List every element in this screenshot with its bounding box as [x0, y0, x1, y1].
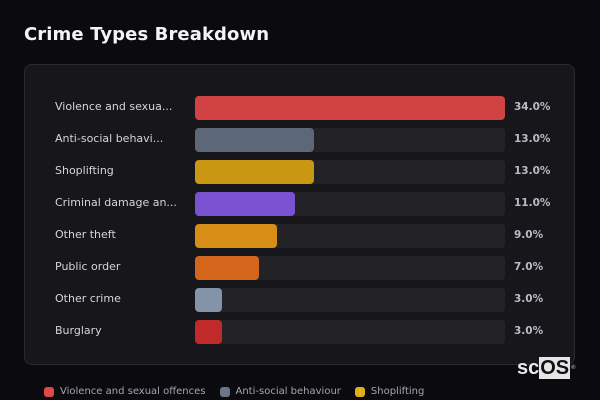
bar-label: Shoplifting — [55, 164, 114, 177]
bar-value: 3.0% — [514, 293, 544, 305]
bar-fill — [195, 256, 259, 280]
bar-row: Public order 7.0% — [25, 256, 574, 280]
bar-fill — [195, 288, 223, 312]
bar-value: 9.0% — [514, 229, 544, 241]
bar-label: Criminal damage an... — [55, 196, 177, 209]
legend-label: Shoplifting — [370, 386, 425, 397]
bar-value: 34.0% — [514, 101, 551, 113]
bar-row: Shoplifting 13.0% — [25, 160, 574, 184]
legend-label: Violence and sexual offences — [60, 386, 206, 397]
chart-title: Crime Types Breakdown — [24, 24, 270, 45]
chart-panel: Violence and sexua... 34.0% Anti-social be… — [24, 64, 575, 365]
bar-row: Violence and sexua... 34.0% — [25, 96, 574, 120]
bar-label: Anti-social behavi... — [55, 132, 164, 145]
bar-row: Burglary 3.0% — [25, 320, 574, 344]
bar-track — [195, 288, 505, 312]
legend-label: Anti-social behaviour — [235, 386, 341, 397]
bar-fill — [195, 224, 278, 248]
bar-value: 7.0% — [514, 261, 544, 273]
legend-item[interactable]: Anti-social behaviour — [219, 386, 341, 397]
bar-label: Violence and sexua... — [55, 100, 173, 113]
bar-track — [195, 160, 505, 184]
bar-track — [195, 192, 505, 216]
bar-track — [195, 224, 505, 248]
bar-label: Public order — [55, 260, 121, 273]
legend-swatch — [44, 386, 54, 397]
bar-fill — [195, 160, 314, 184]
legend-item[interactable]: Violence and sexual offences — [44, 386, 206, 397]
bar-track — [195, 96, 505, 120]
bar-value: 3.0% — [514, 325, 544, 337]
legend-swatch — [219, 386, 230, 397]
bar-value: 11.0% — [514, 197, 551, 209]
scos-logo: scOS ® — [517, 357, 576, 379]
bar-fill — [195, 128, 314, 152]
bar-row: Criminal damage an... 11.0% — [25, 192, 574, 216]
bar-track — [195, 128, 505, 152]
bar-fill — [195, 192, 296, 216]
bar-track — [195, 256, 505, 280]
bar-fill — [195, 320, 223, 344]
bar-fill — [195, 96, 505, 120]
bar-row: Other theft 9.0% — [25, 224, 574, 248]
legend-item[interactable]: Shoplifting — [354, 386, 425, 397]
logo-highlight: OS — [539, 357, 571, 379]
bar-value: 13.0% — [514, 133, 551, 145]
legend-swatch — [354, 386, 365, 397]
bar-label: Burglary — [55, 324, 102, 337]
registered-mark: ® — [571, 365, 576, 371]
logo-prefix: sc — [517, 357, 540, 379]
bar-row: Other crime 3.0% — [25, 288, 574, 312]
chart-legend: Violence and sexual offences Anti-social … — [44, 386, 424, 397]
bar-label: Other crime — [55, 292, 121, 305]
bar-label: Other theft — [55, 228, 116, 241]
bar-row: Anti-social behavi... 13.0% — [25, 128, 574, 152]
bar-value: 13.0% — [514, 165, 551, 177]
bar-track — [195, 320, 505, 344]
